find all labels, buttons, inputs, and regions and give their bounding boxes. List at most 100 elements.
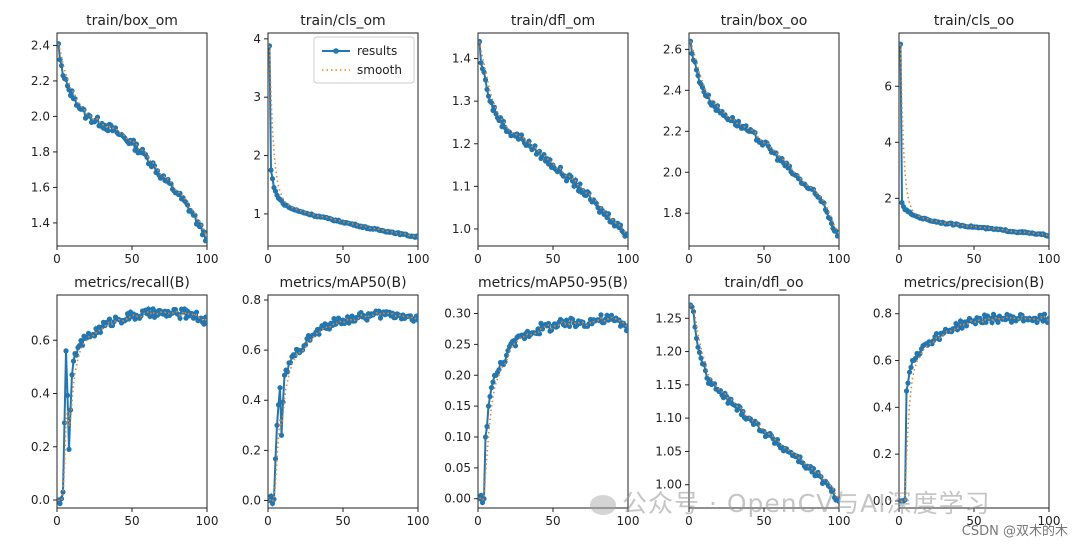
results-point: [1019, 312, 1025, 318]
results-point: [836, 498, 839, 504]
results-point: [557, 164, 564, 170]
results-point: [959, 325, 965, 331]
y-tick-label: 0.2: [242, 443, 261, 457]
results-point: [484, 423, 490, 430]
results-point: [274, 422, 280, 428]
results-point: [488, 385, 495, 391]
x-tick-label: 50: [966, 514, 981, 528]
y-tick-label: 0.10: [444, 430, 471, 444]
x-tick-label: 100: [828, 252, 851, 266]
chart-title: metrics/mAP50-95(B): [478, 275, 628, 291]
y-tick-label: 2: [253, 149, 261, 163]
results-point: [605, 211, 612, 217]
x-tick-label: 100: [196, 252, 219, 266]
results-point: [906, 369, 913, 375]
results-point: [545, 320, 552, 327]
y-tick-label: 6: [884, 79, 892, 93]
y-tick-label: 0.4: [873, 400, 892, 414]
results-point: [689, 50, 695, 57]
results-point: [899, 200, 905, 206]
results-point: [830, 487, 836, 493]
results-point: [201, 229, 207, 235]
y-tick-label: 1.8: [31, 145, 50, 159]
chart-title: train/cls_om: [300, 13, 385, 29]
results-point: [702, 368, 709, 374]
chart-panel: metrics/mAP50(B) 0 50 100 0.0 0.2 0.4 0.6 0.8: [242, 275, 430, 528]
results-point: [786, 163, 793, 169]
results-point: [545, 161, 552, 167]
x-tick-label: 0: [895, 252, 903, 266]
results-point: [106, 316, 113, 322]
results-point: [696, 349, 703, 355]
chart-panel: train/cls_om 0 50 100 1 2 3 4 results smooth: [253, 13, 429, 266]
y-tick-label: 1: [253, 207, 261, 221]
y-tick-label: 2.6: [663, 42, 682, 56]
results-point: [598, 312, 604, 318]
results-line: [899, 44, 1049, 238]
results-point: [63, 76, 69, 82]
results-point: [60, 489, 66, 495]
x-tick-label: 50: [756, 514, 771, 528]
results-point: [505, 348, 511, 354]
results-point: [828, 220, 835, 227]
chart-panel: train/box_om 0 50 100 1.4 1.6 1.8 2.0 2.2 2.4: [31, 13, 219, 266]
y-tick-label: 1.00: [655, 478, 682, 492]
results-point: [827, 215, 833, 222]
chart-title: train/box_om: [86, 13, 178, 29]
chart-title: train/cls_oo: [934, 13, 1014, 29]
y-tick-label: 1.0: [452, 222, 471, 236]
results-point: [692, 324, 698, 330]
results-point: [144, 154, 150, 160]
results-point: [204, 236, 207, 242]
y-tick-label: 0.4: [31, 387, 50, 401]
results-point: [577, 181, 583, 187]
plot-frame: [898, 32, 1050, 247]
results-point: [160, 173, 167, 179]
results-point: [725, 400, 731, 406]
results-point: [70, 358, 77, 364]
smooth-line: [268, 45, 418, 238]
results-point: [67, 407, 74, 413]
results-point: [1035, 316, 1042, 322]
results-point: [130, 137, 137, 143]
y-tick-label: 0.25: [444, 337, 471, 351]
y-tick-label: 1.1: [452, 179, 471, 193]
results-point: [608, 312, 615, 318]
results-point: [695, 72, 701, 79]
chart-title: metrics/recall(B): [74, 275, 190, 291]
results-point: [625, 232, 628, 238]
results-point: [105, 128, 111, 134]
chart-title: train/box_oo: [721, 13, 808, 29]
results-point: [699, 84, 706, 90]
x-tick-label: 50: [545, 252, 560, 266]
results-point: [833, 228, 839, 234]
x-tick-label: 0: [53, 514, 61, 528]
results-point: [64, 392, 71, 398]
y-tick-label: 0.2: [31, 440, 50, 454]
results-point: [481, 69, 487, 75]
chart-panel: metrics/mAP50-95(B) 0 50 100 0.00 0.05 0.10 0.1…: [444, 275, 639, 528]
results-point: [57, 500, 63, 507]
results-point: [302, 342, 309, 348]
results-point: [94, 114, 101, 120]
smooth-line: [899, 44, 1049, 237]
results-point: [930, 338, 937, 344]
y-tick-label: 1.4: [452, 52, 471, 66]
results-point: [335, 315, 342, 321]
results-point: [66, 446, 72, 452]
results-point: [485, 403, 492, 409]
results-point: [91, 333, 98, 339]
results-point: [278, 432, 285, 438]
smooth-line: [268, 311, 418, 502]
x-tick-label: 100: [617, 252, 640, 266]
y-tick-label: 0.00: [444, 492, 471, 506]
results-point: [154, 168, 161, 174]
results-point: [1008, 319, 1015, 325]
y-tick-label: 1.10: [655, 411, 682, 425]
plot-frame: [56, 294, 208, 509]
x-tick-label: 0: [685, 252, 693, 266]
plot-frame: [898, 294, 1050, 509]
results-point: [377, 315, 384, 321]
chart-panel: train/cls_oo 0 50 100 2 4 6: [884, 13, 1060, 266]
results-line: [478, 312, 628, 506]
